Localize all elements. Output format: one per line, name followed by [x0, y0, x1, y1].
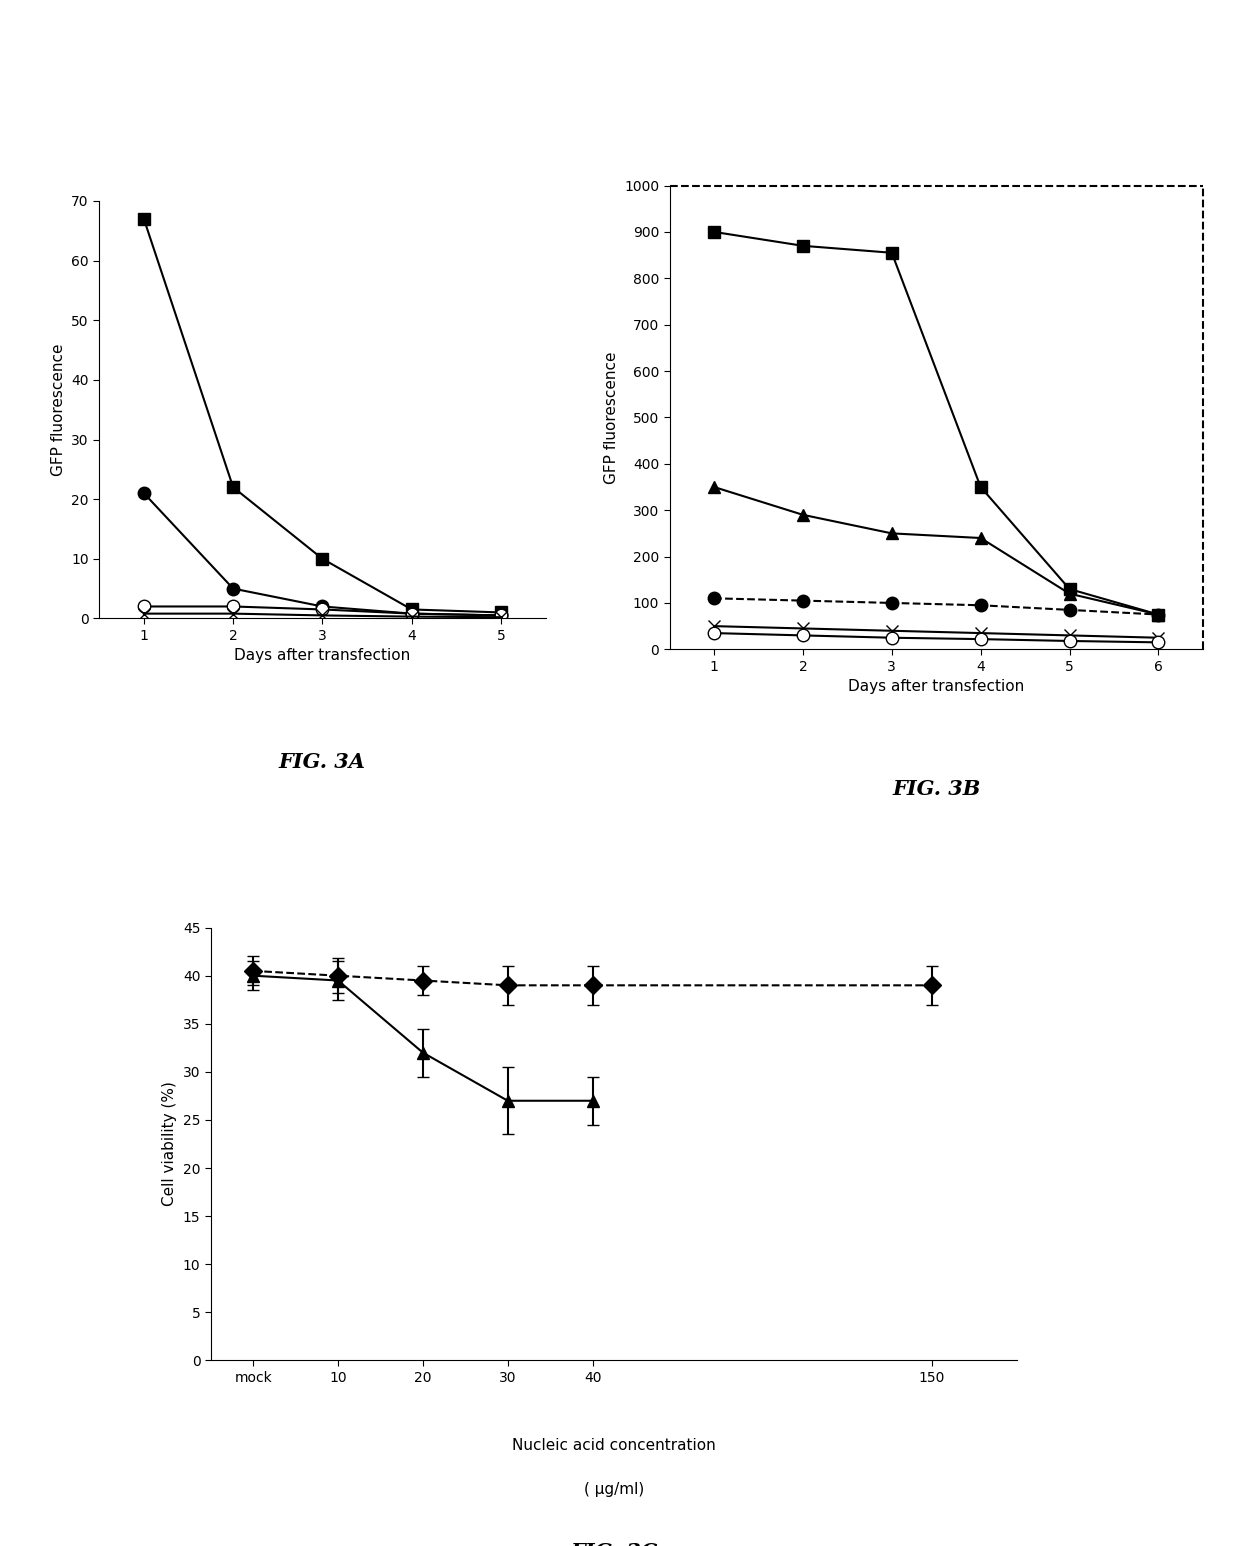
Y-axis label: GFP fluorescence: GFP fluorescence: [51, 343, 66, 476]
Text: ( μg/ml): ( μg/ml): [584, 1481, 644, 1497]
X-axis label: Days after transfection: Days after transfection: [234, 648, 410, 663]
Text: FIG. 3C: FIG. 3C: [570, 1543, 657, 1546]
X-axis label: Days after transfection: Days after transfection: [848, 679, 1024, 694]
Text: Nucleic acid concentration: Nucleic acid concentration: [512, 1438, 715, 1453]
Y-axis label: GFP fluorescence: GFP fluorescence: [604, 351, 619, 484]
Text: FIG. 3B: FIG. 3B: [892, 779, 981, 799]
Text: FIG. 3A: FIG. 3A: [279, 751, 366, 771]
Y-axis label: Cell viability (%): Cell viability (%): [162, 1082, 177, 1206]
